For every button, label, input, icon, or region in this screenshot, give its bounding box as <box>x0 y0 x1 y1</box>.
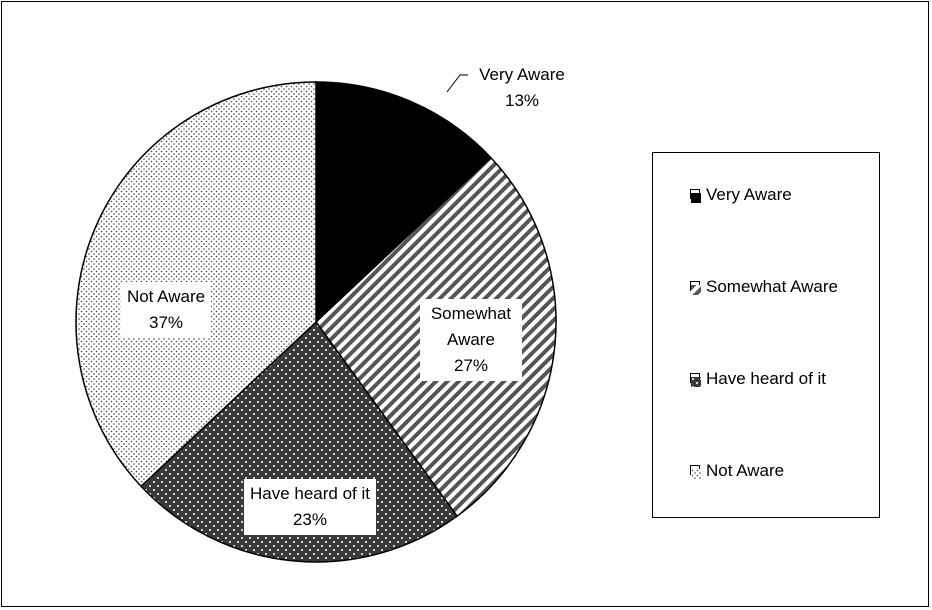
pie-slice <box>315 81 493 324</box>
legend-label: Have heard of it <box>706 369 827 388</box>
legend-swatch-pattern <box>691 285 701 295</box>
legend-swatch-fill <box>691 193 701 203</box>
legend-swatch <box>690 281 701 295</box>
legend-label: Somewhat Aware <box>706 277 838 296</box>
pie-slice <box>139 320 459 563</box>
legend-swatch-pattern <box>691 469 701 479</box>
legend-swatch <box>690 373 701 387</box>
data-label-category: Somewhat Aware <box>430 304 512 349</box>
legend-label: Very Aware <box>706 185 792 204</box>
legend-swatch-fill <box>691 377 701 387</box>
data-label-value: 27% <box>453 356 489 375</box>
data-label-value: 23% <box>292 510 328 529</box>
data-label: Have heard of it 23% <box>243 479 377 535</box>
data-label-value: 37% <box>148 313 184 332</box>
legend-swatch-pattern <box>691 193 701 203</box>
data-label-category: Have heard of it <box>249 484 371 503</box>
data-label-category: Very Aware <box>479 65 565 84</box>
leader-line <box>446 74 468 93</box>
data-label-category: Not Aware <box>126 287 206 306</box>
data-label: Not Aware 37% <box>120 282 212 338</box>
legend-swatch-fill <box>691 285 701 295</box>
data-label: Somewhat Aware 27% <box>420 299 522 381</box>
legend <box>652 152 880 518</box>
legend-label: Not Aware <box>706 461 785 480</box>
data-label: Very Aware 13% <box>479 62 565 114</box>
legend-swatch <box>690 465 701 479</box>
legend-swatch-pattern <box>691 377 701 387</box>
legend-swatch <box>690 189 701 203</box>
data-label-value: 13% <box>504 91 540 110</box>
legend-swatch-fill <box>691 469 701 479</box>
